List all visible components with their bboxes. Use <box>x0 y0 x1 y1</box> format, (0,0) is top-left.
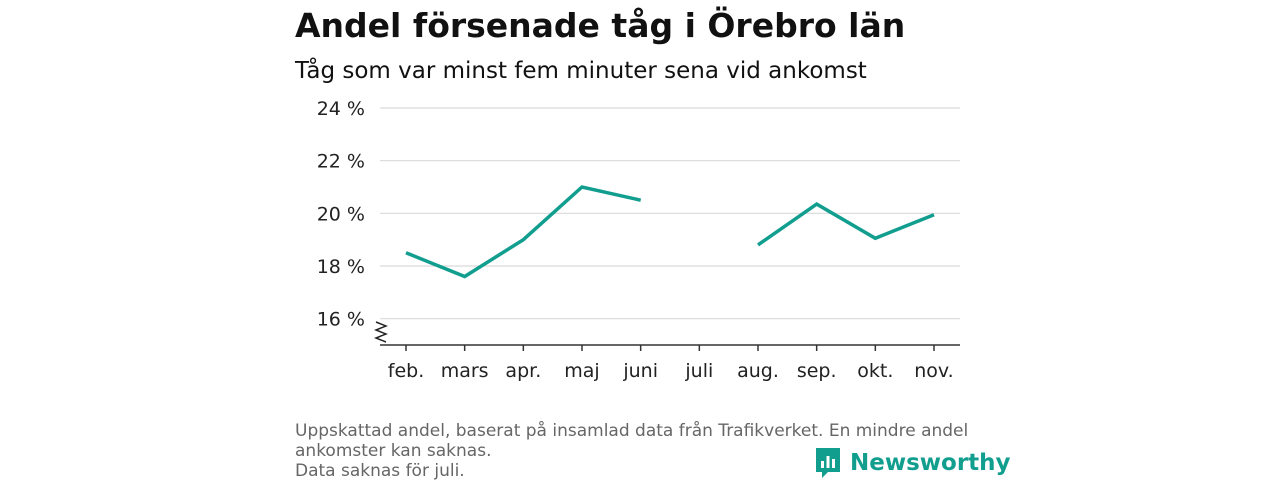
y-tick-label: 20 % <box>317 203 365 225</box>
x-tick-label: feb. <box>388 360 424 382</box>
series-line <box>405 185 642 279</box>
newsworthy-logo[interactable]: Newsworthy <box>814 446 1011 480</box>
x-tick-label: mars <box>441 360 489 382</box>
x-tick-label: juli <box>684 360 713 382</box>
newsworthy-logo-icon <box>816 448 840 478</box>
y-tick-label: 22 % <box>317 151 365 173</box>
axis-break-mark <box>373 321 389 343</box>
x-tick-label: aug. <box>737 360 779 382</box>
x-tick-label: okt. <box>857 360 893 382</box>
y-tick-label: 16 % <box>317 309 365 331</box>
footnote-line-2: Data saknas för juli. <box>295 461 465 480</box>
x-tick-label: nov. <box>914 360 953 382</box>
series-line <box>757 202 935 247</box>
logo-wordmark: Newsworthy <box>850 450 1011 476</box>
footnote-line-1: Uppskattad andel, baserat på insamlad da… <box>295 421 969 461</box>
chart-title: Andel försenade tåg i Örebro län <box>295 6 906 45</box>
y-tick-label: 24 % <box>317 98 365 120</box>
y-tick-label: 18 % <box>317 256 365 278</box>
x-tick-label: maj <box>564 360 599 382</box>
x-tick-label: juni <box>622 360 658 382</box>
chart-subtitle: Tåg som var minst fem minuter sena vid a… <box>295 58 867 84</box>
x-tick-label: apr. <box>505 360 541 382</box>
footnote: Uppskattad andel, baserat på insamlad da… <box>295 421 985 480</box>
x-tick-label: sep. <box>797 360 837 382</box>
